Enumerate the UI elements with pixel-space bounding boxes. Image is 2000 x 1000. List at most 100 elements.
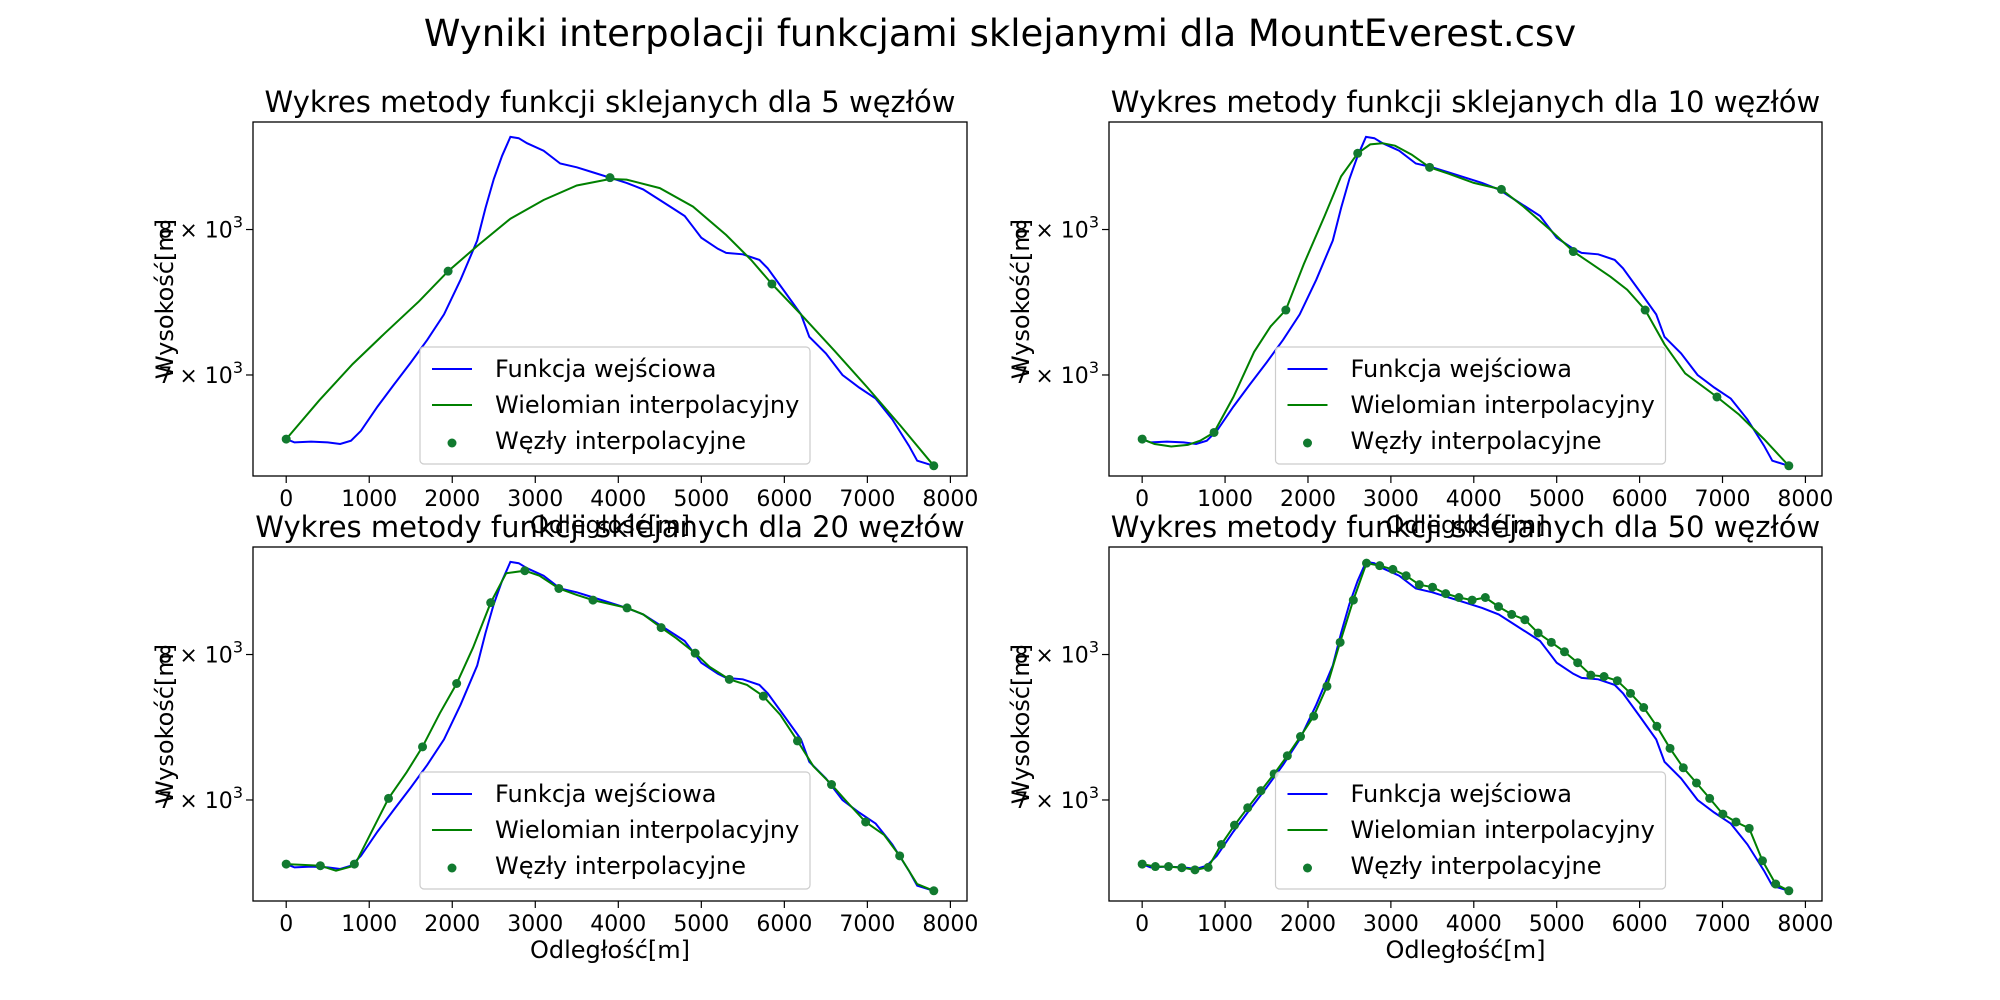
interpolation-node-point	[1137, 434, 1147, 444]
legend-entry-nodes-swatch	[447, 863, 457, 873]
y-axis-label: Wysokość[m]	[1007, 219, 1035, 379]
x-axis-label: Odległość[m]	[530, 936, 690, 964]
x-axis-label: Odległość[m]	[1385, 511, 1545, 539]
x-tick-label: 1000	[341, 912, 397, 937]
interpolation-node-point	[1425, 162, 1435, 172]
interpolation-node-point	[1243, 803, 1253, 813]
x-tick-label: 0	[1135, 912, 1149, 937]
y-tick-label: 8 × 103	[1014, 638, 1099, 669]
interpolation-node-point	[1480, 592, 1490, 602]
legend-entry-interp: Wielomian interpolacyjny	[1351, 391, 1655, 419]
interpolation-node-point	[588, 595, 598, 605]
x-tick-label: 0	[279, 912, 293, 937]
legend: Funkcja wejściowa Wielomian interpolacyjn…	[1274, 771, 1667, 890]
interpolation-node-point	[1401, 571, 1411, 581]
legend-entry-input: Funkcja wejściowa	[495, 780, 716, 808]
x-tick-label: 4000	[1446, 487, 1502, 512]
interpolation-node-point	[1281, 305, 1291, 315]
interpolation-node-point	[1322, 681, 1332, 691]
x-tick-label: 4000	[590, 487, 646, 512]
axes-frame	[252, 546, 968, 902]
legend-entry-input: Funkcja wejściowa	[1351, 780, 1572, 808]
interpolation-node-point	[1559, 647, 1569, 657]
interpolation-node-point	[827, 780, 837, 790]
interpolation-node-point	[1230, 820, 1240, 830]
x-tick-label: 6000	[756, 487, 812, 512]
interpolation-node-point	[349, 859, 359, 869]
subplot-1: Wykres metody funkcji sklejanych dla 5 w…	[151, 85, 978, 539]
x-tick-label: 5000	[673, 487, 729, 512]
interpolation-node-point	[929, 461, 939, 471]
x-tick-label: 4000	[1446, 912, 1502, 937]
x-tick-label: 5000	[1529, 912, 1585, 937]
x-axis-label: Odległość[m]	[530, 511, 690, 539]
interpolation-node-point	[418, 742, 428, 752]
x-tick-label: 6000	[1612, 487, 1668, 512]
y-axis-label: Wysokość[m]	[151, 219, 179, 379]
interpolation-node-point	[1744, 823, 1754, 833]
interpolation-node-point	[690, 648, 700, 658]
interpolation-node-point	[767, 279, 777, 289]
x-tick-label: 2000	[424, 912, 480, 937]
x-tick-label: 3000	[507, 912, 563, 937]
interpolation-node-point	[1784, 886, 1794, 896]
interpolation-node-point	[520, 566, 530, 576]
legend-entry-nodes: Węzły interpolacyjne	[1351, 852, 1602, 880]
spline-line	[286, 569, 935, 892]
interpolation-node-point	[281, 434, 291, 444]
x-tick-label: 8000	[922, 487, 978, 512]
y-axis-label: Wysokość[m]	[1007, 644, 1035, 804]
legend-entry-nodes-swatch	[1303, 438, 1312, 448]
interpolation-node-point	[1639, 703, 1649, 713]
y-tick-label: 7 × 103	[158, 783, 243, 814]
plot-area	[281, 560, 939, 896]
interpolation-node-point	[1150, 862, 1160, 872]
legend-entry-nodes: Węzły interpolacyjne	[1351, 427, 1602, 455]
interpolation-node-point	[656, 623, 666, 633]
interpolation-node-point	[1190, 865, 1200, 875]
y-tick-label: 8 × 103	[158, 638, 243, 669]
x-tick-label: 1000	[1197, 912, 1253, 937]
x-tick-label: 5000	[1529, 487, 1585, 512]
x-tick-label: 3000	[1363, 487, 1419, 512]
legend-box	[1274, 346, 1667, 465]
interpolation-node-point	[1362, 558, 1372, 568]
interpolation-node-point	[1652, 721, 1662, 731]
x-tick-label: 3000	[1363, 912, 1419, 937]
interpolation-node-point	[605, 173, 615, 183]
interpolation-node-point	[315, 861, 325, 871]
subplot-2: Wykres metody funkcji sklejanych dla 10 …	[1007, 85, 1833, 539]
interpolation-node-point	[1203, 862, 1213, 872]
interpolation-node-point	[1414, 580, 1424, 590]
legend: Funkcja wejściowa Wielomian interpolacyjn…	[419, 771, 811, 890]
subplot-title: Wykres metody funkcji sklejanych dla 20 …	[255, 510, 964, 544]
x-tick-label: 3000	[507, 487, 563, 512]
x-tick-label: 1000	[341, 487, 397, 512]
x-tick-label: 7000	[839, 912, 895, 937]
subplot-title: Wykres metody funkcji sklejanych dla 10 …	[1111, 85, 1820, 119]
legend-entry-input: Funkcja wejściowa	[495, 355, 716, 383]
subplot-grid: Wykres metody funkcji sklejanych dla 5 w…	[151, 85, 1833, 964]
y-tick-label: 7 × 103	[1014, 358, 1099, 389]
interpolation-node-point	[1705, 793, 1715, 803]
interpolation-node-point	[1137, 859, 1147, 869]
legend: Funkcja wejściowa Wielomian interpolacyjn…	[419, 346, 811, 465]
interpolation-node-point	[792, 736, 802, 746]
x-tick-label: 4000	[590, 912, 646, 937]
plot-area	[1137, 558, 1794, 896]
subplot-4: Wykres metody funkcji sklejanych dla 50 …	[1007, 510, 1833, 964]
interpolation-node-point	[1209, 427, 1219, 437]
legend-entry-interp: Wielomian interpolacyjny	[495, 391, 799, 419]
axes-frame	[252, 121, 968, 477]
interpolation-node-point	[724, 674, 734, 684]
interpolation-node-point	[1348, 595, 1358, 605]
interpolation-node-point	[861, 817, 871, 827]
axes-frame	[1108, 121, 1823, 477]
y-tick-label: 8 × 103	[158, 213, 243, 244]
interpolation-node-point	[554, 583, 564, 593]
interpolation-node-point	[1599, 672, 1609, 682]
legend-entry-interp: Wielomian interpolacyjny	[495, 816, 799, 844]
x-tick-label: 8000	[922, 912, 978, 937]
interpolation-node-point	[383, 793, 393, 803]
